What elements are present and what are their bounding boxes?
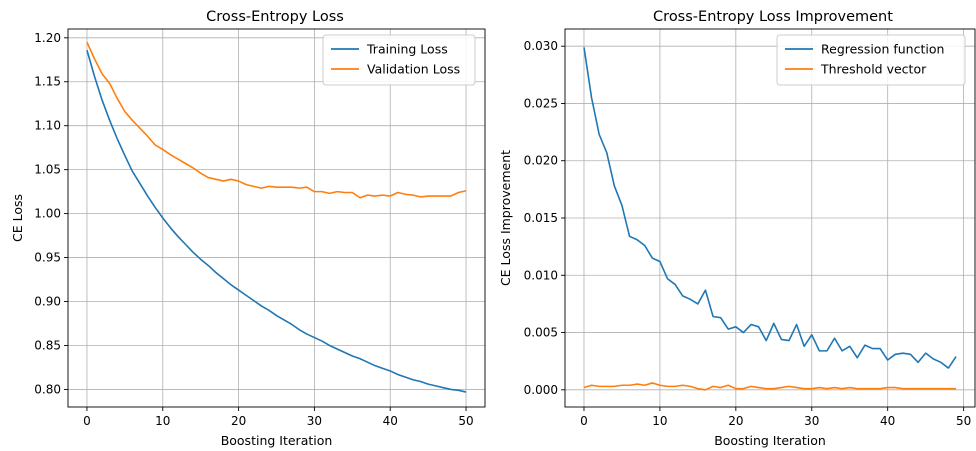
series-line-regression-function bbox=[583, 47, 957, 369]
axes-frame bbox=[564, 28, 976, 408]
legend-label-regression-function: Regression function bbox=[821, 42, 944, 57]
y-tick-label: 1.00 bbox=[34, 207, 61, 221]
x-axis-label: Boosting Iteration bbox=[714, 433, 826, 448]
y-tick-label: 0.030 bbox=[524, 39, 558, 53]
x-tick-label: 30 bbox=[804, 414, 819, 428]
x-axis-label: Boosting Iteration bbox=[221, 433, 333, 448]
y-tick-label: 1.20 bbox=[34, 31, 61, 45]
chart-title: Cross-Entropy Loss bbox=[206, 9, 344, 25]
series-line-threshold-vector bbox=[583, 382, 957, 391]
y-tick-label: 1.15 bbox=[34, 75, 61, 89]
x-tick-label: 20 bbox=[728, 414, 743, 428]
x-tick-label: 40 bbox=[880, 414, 895, 428]
legend-label-threshold-vector: Threshold vector bbox=[820, 62, 927, 77]
legend-box bbox=[322, 34, 476, 86]
panel-cross-entropy-loss-improvement: 0 10 20 30 40 50 0.000 0.005 0.010 0.015 0.020 0.02… bbox=[498, 9, 976, 448]
y-tick-label: 0.85 bbox=[34, 338, 61, 352]
x-tick-label: 0 bbox=[580, 414, 588, 428]
x-tick-label: 30 bbox=[307, 414, 322, 428]
panel-cross-entropy-loss: 0 10 20 30 40 50 0.80 0.85 0.90 0.95 1.00 1.05 1.10 1… bbox=[10, 9, 486, 448]
y-axis-label: CE Loss bbox=[10, 194, 25, 242]
x-tick-label: 0 bbox=[83, 414, 91, 428]
x-tick-label: 50 bbox=[458, 414, 473, 428]
series-line-training-loss bbox=[86, 49, 467, 393]
x-tick-label: 10 bbox=[652, 414, 667, 428]
y-tick-label: 0.80 bbox=[34, 382, 61, 396]
y-axis-label: CE Loss Improvement bbox=[498, 150, 513, 286]
x-tick-label: 50 bbox=[956, 414, 971, 428]
y-tick-label: 0.000 bbox=[524, 383, 558, 397]
x-tick-label: 40 bbox=[383, 414, 398, 428]
legend-label-training-loss: Training Loss bbox=[366, 42, 448, 57]
y-tick-label: 0.90 bbox=[34, 295, 61, 309]
y-tick-label: 0.010 bbox=[524, 268, 558, 282]
y-tick-label: 0.020 bbox=[524, 154, 558, 168]
x-tick-label: 20 bbox=[231, 414, 246, 428]
y-tick-label: 1.05 bbox=[34, 163, 61, 177]
legend-label-validation-loss: Validation Loss bbox=[367, 62, 460, 77]
series-line-validation-loss bbox=[86, 41, 467, 199]
y-tick-label: 0.015 bbox=[524, 211, 558, 225]
legend-box bbox=[776, 34, 966, 86]
y-tick-label: 0.95 bbox=[34, 251, 61, 265]
axes-frame bbox=[67, 28, 486, 408]
y-tick-label: 1.10 bbox=[34, 119, 61, 133]
x-tick-label: 10 bbox=[155, 414, 170, 428]
y-tick-label: 0.025 bbox=[524, 96, 558, 110]
y-tick-label: 0.005 bbox=[524, 326, 558, 340]
chart-title: Cross-Entropy Loss Improvement bbox=[653, 9, 893, 25]
